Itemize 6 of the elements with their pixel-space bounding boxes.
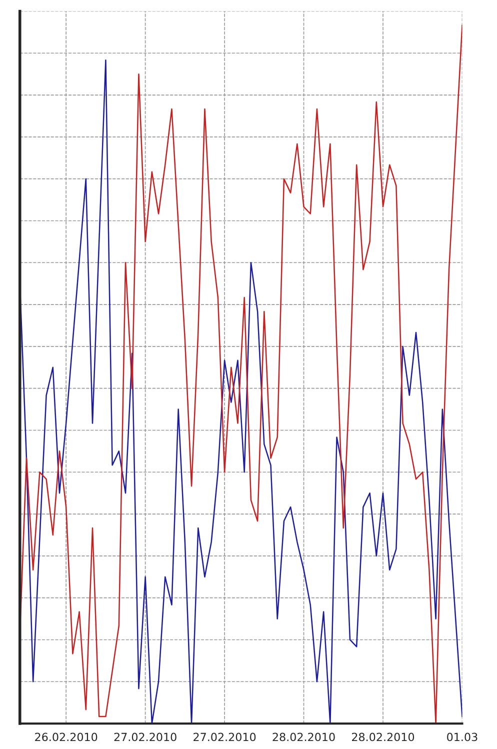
x-tick-label: 28.02.2010 — [272, 732, 335, 742]
x-tick-label: 27.02.2010 — [194, 732, 256, 742]
x-tick-label: 01.03 — [447, 732, 478, 742]
x-tick-label: 28.02.2010 — [352, 732, 414, 742]
x-tick-label: 27.02.2010 — [114, 732, 176, 742]
x-tick-label: 26.02.2010 — [35, 732, 98, 742]
